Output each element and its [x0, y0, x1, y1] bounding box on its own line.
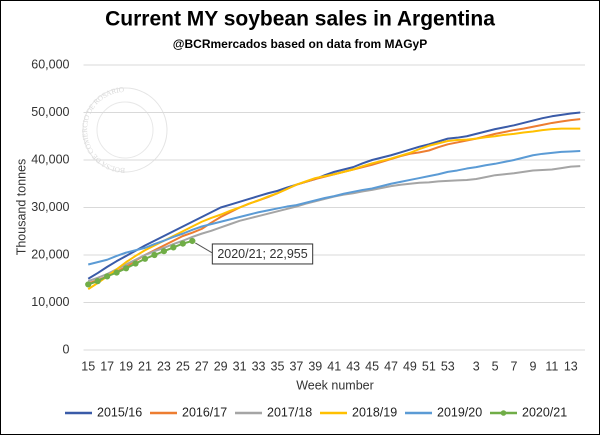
x-tick-label: 33 [252, 359, 266, 373]
x-axis-title: Week number [296, 378, 374, 392]
x-tick-label: 13 [564, 359, 578, 373]
x-tick-label: 43 [346, 359, 360, 373]
y-tick-label: 10,000 [31, 295, 69, 309]
y-tick-label: 0 [63, 342, 70, 356]
legend-label: 2016/17 [182, 405, 227, 419]
x-tick-label: 17 [100, 359, 114, 373]
x-tick-label: 25 [176, 359, 190, 373]
series-marker [160, 248, 168, 255]
legend-marker [500, 410, 507, 416]
x-tick-label: 51 [422, 359, 436, 373]
series-marker [151, 251, 158, 259]
y-axis-title: Thousand tonnes [14, 159, 28, 256]
series-marker [122, 265, 130, 272]
legend-label: 2020/21 [522, 405, 567, 419]
x-tick-label: 7 [511, 359, 518, 373]
x-tick-label: 45 [365, 359, 379, 373]
x-tick-label: 11 [545, 359, 558, 373]
x-tick-label: 53 [441, 359, 455, 373]
x-tick-label: 39 [308, 359, 322, 373]
series-marker [170, 244, 177, 251]
series-line [87, 149, 581, 266]
x-tick-label: 49 [403, 359, 417, 373]
x-tick-label: 35 [271, 359, 285, 373]
x-tick-label: 31 [233, 359, 247, 373]
x-tick-label: 15 [81, 359, 95, 373]
x-tick-label: 21 [138, 359, 152, 373]
legend-label: 2017/18 [267, 405, 312, 419]
x-tick-label: 3 [473, 359, 480, 373]
series-marker [189, 237, 196, 245]
annotation-box [211, 243, 314, 265]
x-tick-label: 37 [289, 359, 303, 373]
x-tick-label: 41 [327, 359, 341, 373]
chart-subtitle: @BCRmercados based on data from MAGyP [173, 37, 427, 51]
x-tick-label: 19 [119, 359, 133, 373]
y-tick-label: 50,000 [31, 105, 69, 119]
series-line [87, 111, 581, 280]
series-marker [104, 273, 111, 280]
x-tick-label: 5 [492, 359, 499, 373]
x-tick-label: 27 [195, 359, 209, 373]
x-tick-label: 9 [529, 359, 536, 373]
series-marker [141, 255, 149, 262]
x-tick-label: 47 [384, 359, 398, 373]
series-marker [94, 278, 101, 285]
x-tick-label: 29 [214, 359, 228, 373]
legend-label: 2018/19 [352, 405, 397, 419]
y-tick-label: 60,000 [31, 57, 69, 71]
x-tick-label: 23 [157, 359, 171, 373]
series-marker [85, 281, 92, 288]
y-tick-label: 40,000 [31, 152, 69, 166]
y-tick-label: 30,000 [31, 200, 69, 214]
chart-title: Current MY soybean sales in Argentina [105, 8, 495, 31]
series-marker [113, 269, 120, 276]
legend-label: 2015/16 [97, 405, 142, 419]
legend-label: 2019/20 [437, 405, 482, 419]
y-tick-label: 20,000 [31, 247, 69, 261]
series-marker [132, 260, 139, 267]
annotation-pointer [195, 242, 213, 254]
annotation-label: 2020/21; 22,955 [217, 247, 307, 261]
series-marker [179, 240, 186, 247]
